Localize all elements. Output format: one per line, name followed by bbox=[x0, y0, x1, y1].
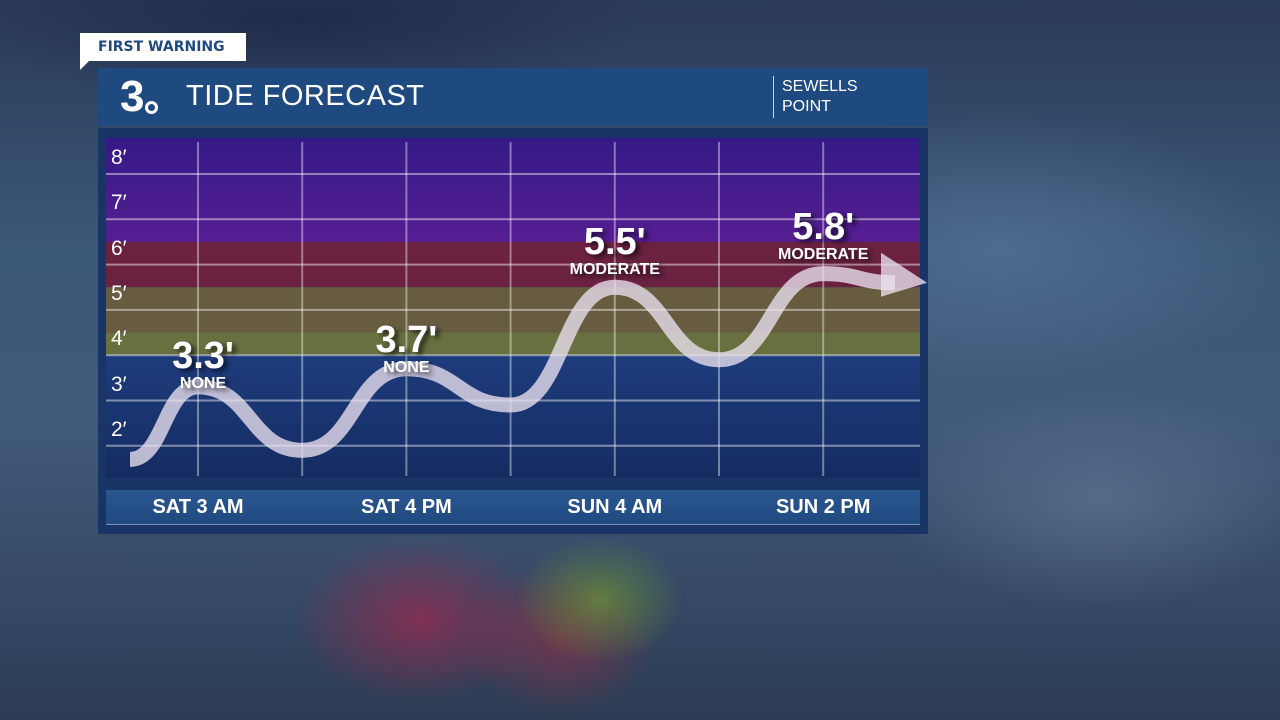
station-logo: 3 bbox=[120, 72, 145, 121]
location-line1: SEWELLS bbox=[782, 78, 858, 95]
data-label-value: 5.8' bbox=[792, 205, 855, 248]
header: 3 TIDE FORECAST SEWELLS POINT bbox=[98, 68, 928, 126]
y-tick-label: 7′ bbox=[111, 191, 127, 215]
location-line2: POINT bbox=[782, 98, 831, 115]
data-label-category: NONE bbox=[383, 358, 430, 376]
data-label-category: MODERATE bbox=[778, 245, 869, 263]
x-tick-label: SAT 3 AM bbox=[152, 496, 244, 518]
x-tick-label: SUN 4 AM bbox=[567, 496, 663, 518]
x-tick-label: SAT 4 PM bbox=[361, 496, 452, 518]
y-tick-label: 5′ bbox=[111, 281, 127, 305]
location: SEWELLS POINT bbox=[782, 77, 858, 117]
band bbox=[106, 241, 920, 288]
data-label-value: 3.3' bbox=[172, 334, 234, 377]
arrow-head-icon bbox=[881, 252, 927, 297]
first-warning-badge: FIRST WARNING bbox=[80, 33, 246, 70]
y-tick-label: 2′ bbox=[111, 417, 127, 441]
y-tick-label: 3′ bbox=[111, 372, 127, 396]
data-label-category: MODERATE bbox=[569, 261, 660, 279]
band bbox=[106, 332, 920, 356]
y-tick-label: 4′ bbox=[111, 327, 127, 351]
band bbox=[106, 137, 920, 242]
data-label-value: 3.7' bbox=[375, 318, 438, 361]
data-label-category: NONE bbox=[179, 374, 227, 392]
page-title: TIDE FORECAST bbox=[186, 80, 425, 112]
x-axis-bar bbox=[106, 490, 920, 525]
divider bbox=[773, 76, 774, 118]
x-tick-label: SUN 2 PM bbox=[775, 496, 871, 518]
cbs-eye-icon bbox=[144, 100, 159, 115]
y-tick-label: 6′ bbox=[111, 236, 127, 260]
tide-curve bbox=[128, 266, 896, 467]
data-label-value: 5.5' bbox=[583, 221, 646, 264]
y-tick-label: 8′ bbox=[111, 146, 127, 169]
